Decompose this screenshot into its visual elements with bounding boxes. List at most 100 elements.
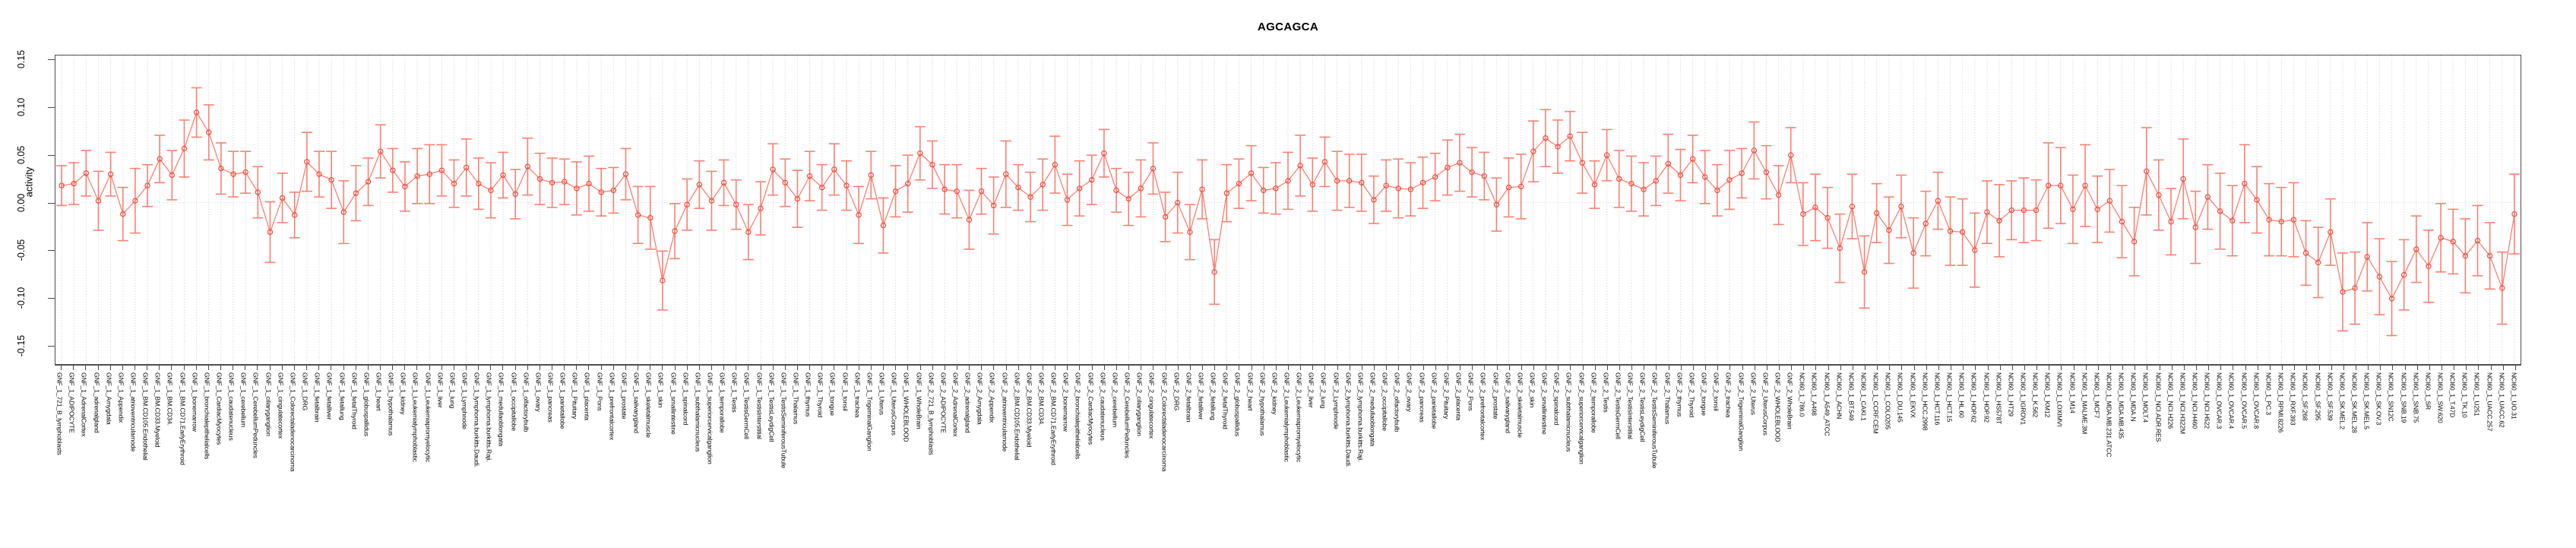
x-tick-mark: [159, 366, 160, 370]
x-tick-label: NCI60_1_PC.3: [2264, 372, 2273, 415]
x-tick-mark: [809, 366, 811, 370]
y-tick-mark: [48, 202, 55, 204]
x-tick-label: NCI60_1_UACC.257: [2486, 372, 2494, 432]
x-tick-label: GNF_1_atrioventricularnode: [129, 372, 138, 452]
x-tick-label: GNF_2_DRG: [1172, 372, 1181, 411]
x-tick-label: NCI60_1_HCT.15: [1945, 372, 1954, 423]
x-tick-label: NCI60_1_SR: [2424, 372, 2432, 410]
y-axis-tick: 0.15: [0, 50, 55, 68]
x-tick-label: NCI60_1_MOLT.4: [2141, 372, 2150, 423]
x-tick-mark: [2245, 366, 2246, 370]
x-tick-label: GNF_1_BM.CD34.: [166, 372, 174, 426]
y-tick-label: 0.00: [16, 193, 27, 212]
x-tick-label: NCI60_1_786.0: [1798, 372, 1806, 417]
x-tick-mark: [1803, 366, 1805, 370]
x-tick-label: GNF_2_kidney: [1271, 372, 1279, 415]
x-tick-label: GNF_2_skeletalmuscle: [1516, 372, 1524, 438]
x-tick-label: NCI60_1_CAKI.1: [1859, 372, 1868, 421]
x-tick-label: GNF_2_trachea: [1724, 372, 1733, 418]
y-tick-label: -0.05: [16, 239, 27, 261]
x-tick-mark: [2514, 366, 2516, 370]
x-tick-label: GNF_2_Pons: [1467, 372, 1475, 411]
x-tick-mark: [981, 366, 983, 370]
x-tick-mark: [1692, 366, 1694, 370]
x-tick-mark: [281, 366, 283, 370]
x-tick-mark: [821, 366, 823, 370]
x-tick-mark: [109, 366, 111, 370]
x-tick-label: GNF_1_bronchialepithelialcells: [203, 372, 211, 460]
x-tick-label: GNF_1_WHOLEBLOOD: [902, 372, 910, 442]
y-axis-tick: -0.10: [0, 287, 55, 309]
x-tick-label: GNF_2_Colorectaladenocarcinoma: [1160, 372, 1168, 472]
x-tick-label: GNF_1_ciliaryganglion: [264, 372, 273, 436]
x-tick-label: NCI60_1_SNB.19: [2400, 372, 2408, 423]
x-tick-label: NCI60_1_SF.539: [2326, 372, 2334, 421]
x-tick-mark: [1300, 366, 1302, 370]
x-tick-mark: [441, 366, 442, 370]
x-tick-mark: [2306, 366, 2308, 370]
x-tick-label: NCI60_1_MCF7: [2093, 372, 2101, 419]
x-tick-mark: [2282, 366, 2283, 370]
x-tick-label: NCI60_1_UACC.62: [2498, 372, 2506, 428]
x-tick-label: GNF_1_occipitallobe: [510, 372, 518, 432]
x-tick-label: NCI60_1_MDA.MB.231.ATCC: [2105, 372, 2113, 458]
x-tick-mark: [1975, 366, 1976, 370]
x-tick-mark: [1594, 366, 1596, 370]
x-tick-mark: [2085, 366, 2087, 370]
x-tick-label: GNF_1_thymus: [804, 372, 812, 417]
x-tick-label: GNF_1_placenta: [583, 372, 591, 420]
x-tick-label: GNF_2_cingulatecortex: [1147, 372, 1156, 439]
x-tick-mark: [919, 366, 921, 370]
x-tick-mark: [1422, 366, 1424, 370]
x-tick-label: NCI60_1_KM12: [2043, 372, 2052, 418]
x-tick-mark: [1938, 366, 1939, 370]
x-tick-label: GNF_2_adrenalgland: [964, 372, 972, 433]
x-tick-label: GNF_2_Leukemiapromyelocytic: [1295, 372, 1303, 463]
x-tick-mark: [2466, 366, 2467, 370]
x-tick-label: GNF_1_Leukemialymphoblastic: [411, 372, 419, 462]
x-tick-mark: [343, 366, 344, 370]
x-tick-mark: [134, 366, 135, 370]
x-tick-label: NCI60_1_BT.549: [1847, 372, 1856, 421]
x-tick-label: GNF_2_721_B_lymphoblasts: [927, 372, 935, 455]
x-tick-label: GNF_2_lymphoma.burkitts.Raji.: [1356, 372, 1365, 462]
x-tick-label: GNF_2_parietallobe: [1430, 372, 1438, 429]
x-tick-mark: [220, 366, 221, 370]
x-tick-mark: [1189, 366, 1191, 370]
x-tick-label: NCI60_1_DU.145: [1896, 372, 1904, 423]
x-tick-label: GNF_1_Thyroid: [816, 372, 824, 418]
x-tick-mark: [2380, 366, 2381, 370]
x-tick-mark: [1778, 366, 1780, 370]
x-tick-mark: [207, 366, 209, 370]
x-tick-label: GNF_2_lung: [1319, 372, 1328, 409]
x-tick-label: GNF_2_UterusCorpus: [1761, 372, 1770, 436]
x-tick-mark: [710, 366, 712, 370]
x-tick-mark: [698, 366, 700, 370]
x-tick-label: GNF_2_globuspallidus: [1233, 372, 1242, 436]
x-tick-mark: [674, 366, 676, 370]
x-tick-mark: [797, 366, 799, 370]
x-tick-label: GNF_1_BM.CD71.EarlyErythroid: [179, 372, 187, 465]
x-tick-mark: [1177, 366, 1179, 370]
x-tick-label: GNF_1_fetallung: [338, 372, 346, 420]
x-tick-mark: [1288, 366, 1289, 370]
x-tick-label: GNF_2_lymphoma.burkitts.Daudi.: [1344, 372, 1353, 468]
x-tick-label: GNF_1_parietallobe: [559, 372, 567, 429]
x-tick-label: GNF_2_Appendix: [988, 372, 996, 423]
y-tick-label: -0.10: [16, 287, 27, 309]
x-tick-label: NCI60_1_SK.MEL.5: [2362, 372, 2371, 429]
x-tick-mark: [662, 366, 663, 370]
y-tick-mark: [48, 59, 55, 61]
x-tick-mark: [2208, 366, 2210, 370]
x-tick-mark: [1631, 366, 1633, 370]
x-tick-mark: [1717, 366, 1719, 370]
x-tick-label: GNF_1_721_B_lymphoblasts: [55, 372, 64, 455]
x-tick-mark: [870, 366, 872, 370]
x-tick-mark: [907, 366, 909, 370]
x-tick-label: GNF_1_Colorectaladenocarcinoma: [289, 372, 297, 472]
x-tick-label: GNF_2_fetallung: [1209, 372, 1217, 420]
x-tick-mark: [85, 366, 87, 370]
x-tick-label: NCI60_1_K.562: [2031, 372, 2040, 418]
x-tick-label: GNF_1_Pituitary: [571, 372, 579, 420]
